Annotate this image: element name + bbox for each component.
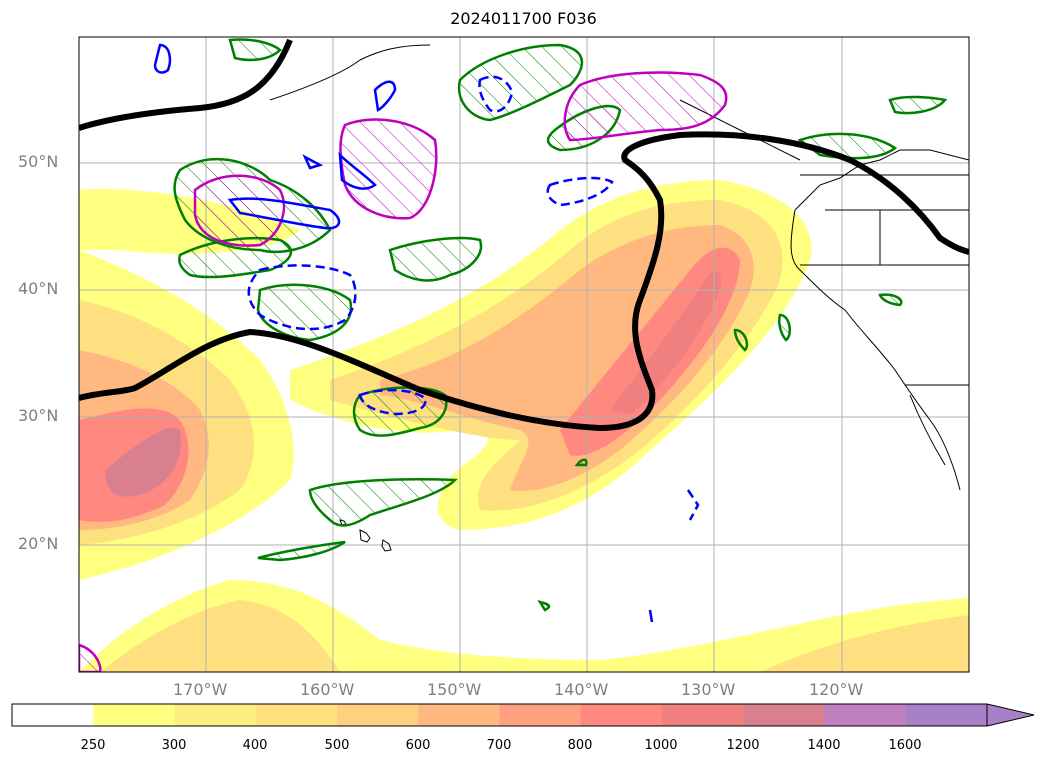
colorbar-tick-1000: 1000 [644,738,678,753]
colorbar-tick-700: 700 [486,738,512,753]
contours-magenta [79,71,728,672]
lon-label-150w: 150°W [427,680,482,699]
colorbar-cell [418,704,500,726]
shading-south-band [79,580,969,672]
colorbar-extend-arrow [986,703,1035,727]
colorbar-cell [824,704,907,726]
colorbar [11,703,1035,727]
colorbar-tick-1200: 1200 [726,738,760,753]
lon-label-120w: 120°W [809,680,864,699]
lon-label-170w: 170°W [173,680,228,699]
colorbar-cell [662,704,744,726]
lat-label-30n: 30°N [18,406,59,425]
lon-label-130w: 130°W [681,680,736,699]
lon-label-160w: 160°W [300,680,355,699]
colorbar-tick-1400: 1400 [807,738,841,753]
lat-label-50n: 50°N [18,152,59,171]
contours-blue [153,43,654,623]
shading-west-plume [79,250,294,580]
colorbar-cell [337,704,419,726]
coastlines [269,44,969,552]
colorbar-cell [12,704,94,726]
colorbar-cell [174,704,257,726]
colorbar-tick-300: 300 [161,738,187,753]
lat-label-40n: 40°N [18,279,59,298]
lat-label-20n: 20°N [18,534,59,553]
colorbar-tick-1600: 1600 [888,738,922,753]
colorbar-tick-600: 600 [405,738,431,753]
map-title: 2024011700 F036 [450,9,597,28]
contours-black [79,38,969,432]
colorbar-cell [743,704,825,726]
colorbar-frame [11,703,988,727]
contours-blue-dashed [247,75,700,521]
shading-central-plume [79,180,812,530]
colorbar-tick-800: 800 [567,738,593,753]
colorbar-cell [93,704,175,726]
colorbar-cell [499,704,582,726]
colorbar-tick-400: 400 [242,738,268,753]
map-layers [79,37,969,672]
colorbar-cell [255,704,338,726]
colorbar-cell [580,704,663,726]
colorbar-tick-500: 500 [324,738,350,753]
map-frame [78,36,970,673]
colorbar-tick-250: 250 [80,738,106,753]
lon-label-140w: 140°W [554,680,609,699]
colorbar-cell [905,704,988,726]
